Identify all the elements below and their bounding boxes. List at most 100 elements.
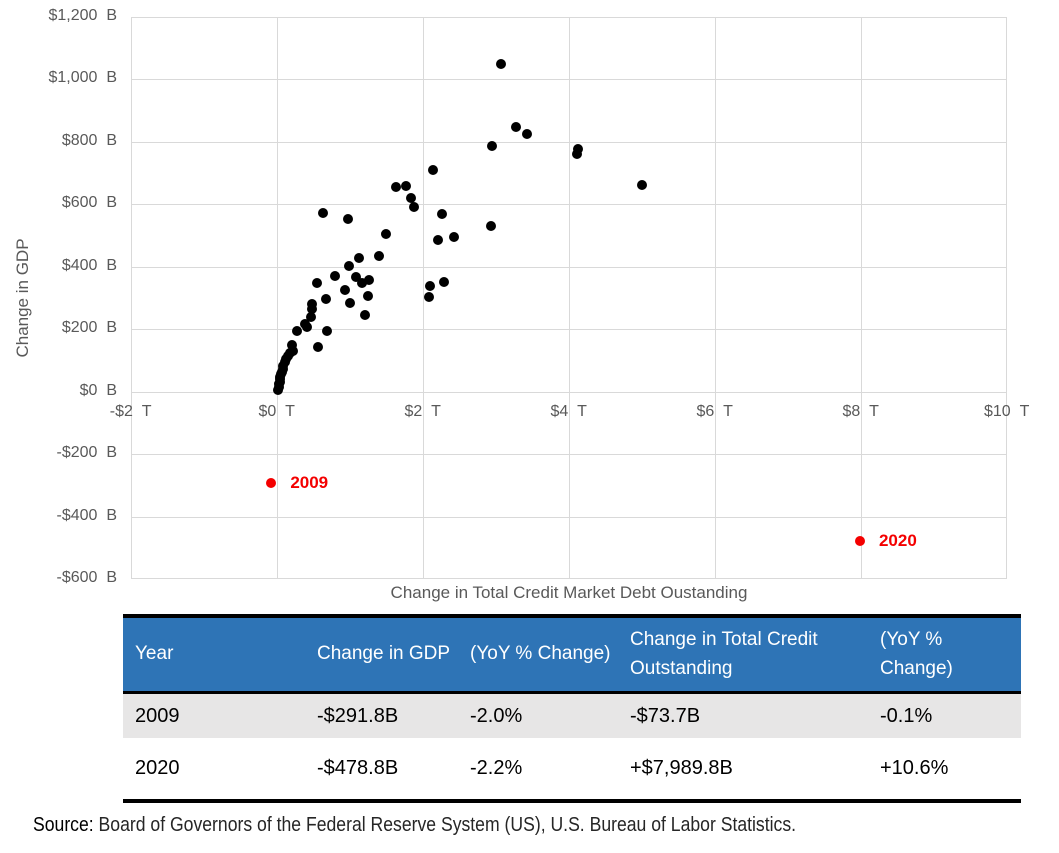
gridline-vertical <box>276 16 278 579</box>
data-point <box>300 319 311 329</box>
header-yoy-gdp: (YoY % Change) <box>458 616 618 694</box>
data-point <box>287 345 298 356</box>
data-point <box>425 280 435 291</box>
gridline-horizontal <box>130 391 1007 393</box>
table-row-2009: 2009 -$291.8B -2.0% -$73.7B -0.1% <box>123 692 1021 738</box>
data-point <box>318 207 329 218</box>
y-tick-label: -$200 B <box>56 444 117 461</box>
summary-table: Year Change in GDP (YoY % Change) Change… <box>123 614 1021 803</box>
highlight-label-2020: 2020 <box>878 531 917 551</box>
x-tick-label: $2 T <box>404 402 441 420</box>
data-point <box>408 202 419 213</box>
cell-change-gdp: -$291.8B <box>305 692 458 738</box>
gridline-horizontal <box>130 141 1007 143</box>
cell-change-credit: +$7,989.8B <box>618 738 868 801</box>
header-change-credit: Change in Total Credit Outstanding <box>618 616 868 694</box>
gridline-horizontal <box>130 329 1007 330</box>
y-tick-label: $0 B <box>79 381 117 399</box>
x-tick-label: $6 T <box>696 402 733 420</box>
data-point <box>357 278 368 289</box>
table-header-row: Year Change in GDP (YoY % Change) Change… <box>123 616 1021 694</box>
y-tick-label: $200 B <box>61 319 117 336</box>
data-point <box>381 229 392 239</box>
data-point <box>572 149 583 159</box>
header-year: Year <box>123 616 305 694</box>
data-point <box>424 292 435 303</box>
data-point <box>637 180 648 191</box>
data-point <box>433 234 444 245</box>
data-point <box>485 220 496 231</box>
highlight-label-2009: 2009 <box>290 472 329 492</box>
x-tick-label: $10 T <box>984 402 1030 420</box>
data-point <box>311 277 322 288</box>
data-point <box>511 122 522 133</box>
highlight-point-2020 <box>854 536 865 547</box>
data-point <box>360 309 371 320</box>
data-point <box>438 276 449 287</box>
data-point <box>350 271 361 282</box>
data-point <box>339 285 350 296</box>
data-point <box>362 290 373 301</box>
cell-year: 2020 <box>123 738 305 801</box>
y-tick-label: $1,200 B <box>48 6 118 24</box>
table-row-2020: 2020 -$478.8B -2.2% +$7,989.8B +10.6% <box>123 738 1021 801</box>
cell-yoy-credit: -0.1% <box>868 692 1021 738</box>
cell-yoy-credit: +10.6% <box>868 738 1021 801</box>
y-tick-label: $400 B <box>61 256 117 274</box>
scatter-chart: Change in GDP Change in Total Credit Mar… <box>13 6 1030 603</box>
data-point <box>436 209 447 219</box>
data-point <box>307 304 318 315</box>
data-point <box>342 214 353 224</box>
y-tick-label: -$400 B <box>56 506 117 524</box>
x-tick-label: -$2 T <box>109 402 152 420</box>
x-tick-label: $8 T <box>842 402 879 420</box>
gridline-horizontal <box>130 454 1007 455</box>
data-point <box>312 342 323 353</box>
y-tick-label: -$600 B <box>56 569 117 586</box>
gridline-horizontal <box>130 516 1007 518</box>
data-point <box>487 140 498 151</box>
cell-change-credit: -$73.7B <box>618 692 868 738</box>
data-point <box>495 59 506 70</box>
data-point <box>522 129 533 139</box>
x-tick-label: $0 T <box>258 402 295 420</box>
data-point <box>321 294 332 304</box>
source-note: Source: Board of Governors of the Federa… <box>33 814 796 837</box>
data-point <box>292 325 303 336</box>
data-point <box>373 250 384 261</box>
data-point <box>406 192 417 203</box>
y-tick-label: $600 B <box>61 194 117 211</box>
summary-table-wrap: Year Change in GDP (YoY % Change) Change… <box>123 614 1021 803</box>
data-point <box>330 270 341 281</box>
x-axis-title: Change in Total Credit Market Debt Ousta… <box>390 583 748 602</box>
gridline-horizontal <box>130 266 1007 268</box>
gridline-vertical <box>568 16 570 579</box>
cell-year: 2009 <box>123 692 305 738</box>
y-tick-label: $1,000 B <box>48 69 118 86</box>
gridline-vertical <box>422 16 424 579</box>
cell-yoy-gdp: -2.2% <box>458 738 618 801</box>
data-point <box>400 181 411 192</box>
data-point <box>354 252 365 263</box>
gridline-horizontal <box>130 79 1007 80</box>
y-tick-label: $800 B <box>61 131 117 149</box>
header-change-gdp: Change in GDP <box>305 616 458 694</box>
source-label: Source: <box>33 814 94 836</box>
data-point <box>344 298 355 309</box>
header-yoy-credit: (YoY % Change) <box>868 616 1021 694</box>
data-point <box>322 325 333 336</box>
data-point <box>390 181 401 192</box>
data-point <box>287 339 298 350</box>
highlight-point-2009 <box>266 477 277 488</box>
data-point <box>343 260 354 271</box>
data-point <box>573 143 584 154</box>
data-point <box>306 311 316 322</box>
gridline-vertical <box>714 16 716 579</box>
data-point <box>306 298 317 309</box>
data-point <box>449 232 460 243</box>
cell-change-gdp: -$478.8B <box>305 738 458 801</box>
data-point <box>427 164 438 175</box>
source-text: Board of Governors of the Federal Reserv… <box>98 814 797 836</box>
gridline-vertical <box>860 16 862 579</box>
